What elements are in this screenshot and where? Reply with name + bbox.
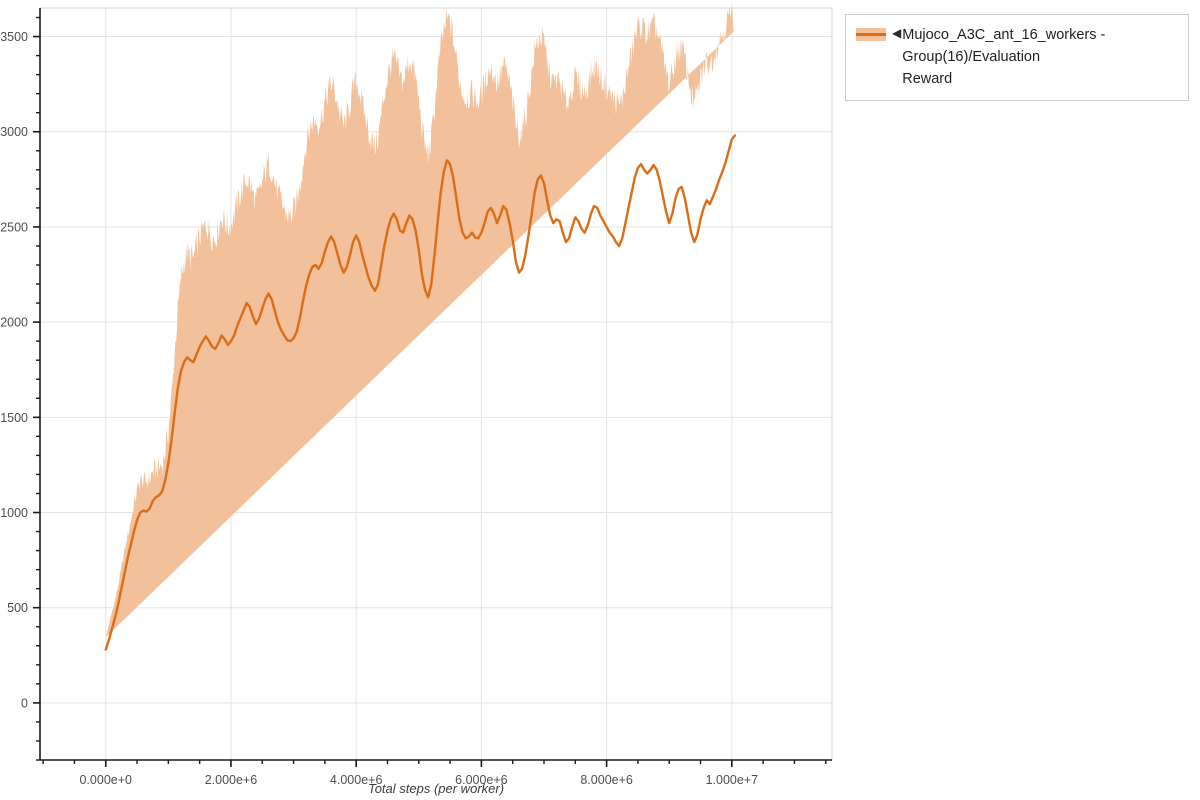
x-tick-label: 2.000e+6 — [205, 773, 258, 787]
y-tick-label: 1500 — [0, 411, 28, 425]
y-tick-label: 3000 — [0, 125, 28, 139]
chart-legend[interactable]: ◀ Mujoco_A3C_ant_16_workers - Group(16)/… — [845, 14, 1189, 101]
y-axis-ticks — [33, 16, 40, 761]
y-axis-tick-labels: 0 500 1000 1500 2000 2500 3000 3500 — [0, 30, 28, 710]
y-tick-label: 2000 — [0, 316, 28, 330]
mean-reward-line — [104, 134, 737, 651]
x-tick-label: 4.000e+6 — [330, 773, 383, 787]
x-tick-label: 0.000e+0 — [79, 773, 132, 787]
legend-triangle-icon: ◀ — [892, 26, 902, 40]
legend-line-swatch — [856, 33, 886, 36]
x-axis-title: Total steps (per worker) — [368, 781, 504, 796]
x-axis-ticks — [42, 760, 827, 767]
x-tick-label: 8.000e+6 — [580, 773, 633, 787]
x-axis-tick-labels: 0.000e+0 2.000e+6 4.000e+6 6.000e+6 8.000e+6… — [79, 773, 758, 787]
y-tick-label: 0 — [21, 696, 28, 710]
confidence-band — [105, 2, 735, 638]
x-tick-label: 6.000e+6 — [455, 773, 508, 787]
y-tick-label: 3500 — [0, 30, 28, 44]
legend-swatch — [856, 26, 886, 43]
x-tick-label: 1.000e+7 — [706, 773, 759, 787]
y-tick-label: 2500 — [0, 220, 28, 234]
y-tick-label: 1000 — [0, 506, 28, 520]
legend-entry-label: Mujoco_A3C_ant_16_workers - Group(16)/Ev… — [902, 27, 1106, 87]
y-tick-label: 500 — [7, 601, 28, 615]
